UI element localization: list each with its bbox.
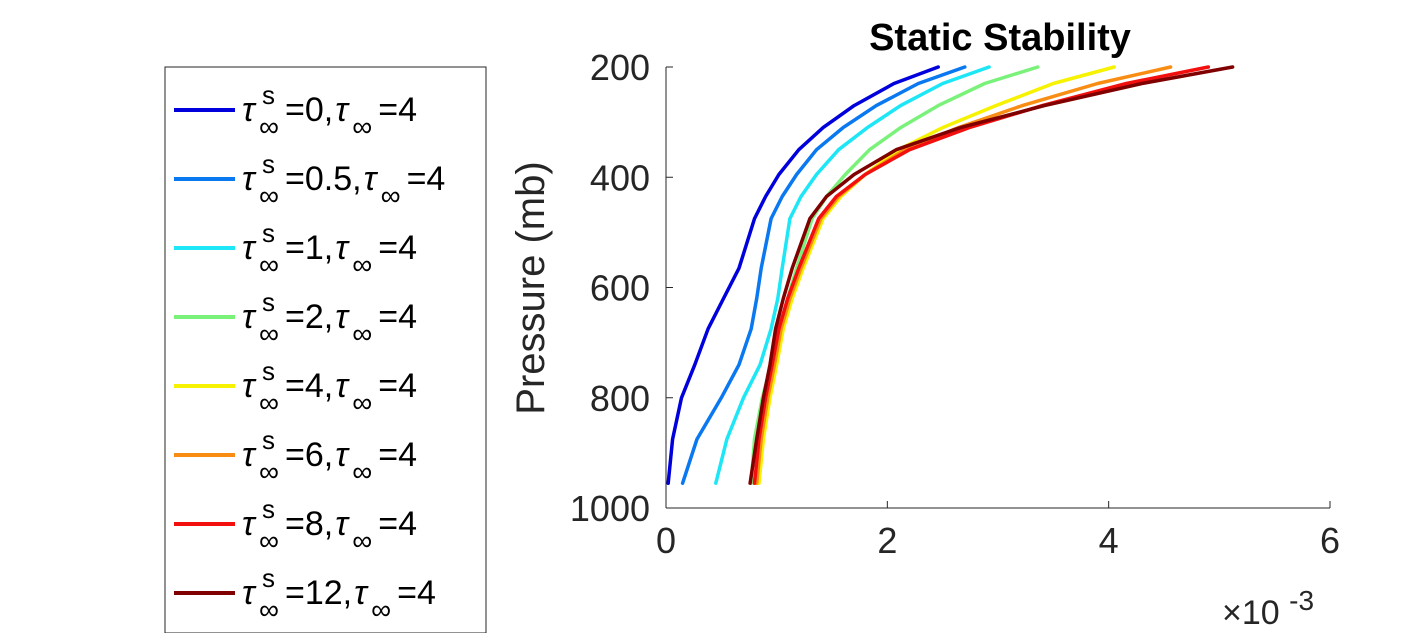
legend-sup: s <box>262 149 275 179</box>
series-layer <box>666 65 1235 485</box>
series-line-1 <box>680 65 967 485</box>
legend-value: =4 <box>378 91 417 129</box>
legend-tau: τ <box>335 298 350 336</box>
legend-tau: τ <box>242 436 257 474</box>
legend-sub: ∞ <box>259 111 279 142</box>
legend-sup: s <box>262 563 275 593</box>
series-line-2 <box>714 65 991 485</box>
legend-tau: τ <box>242 505 257 543</box>
legend-value: =0.5, <box>285 160 362 198</box>
legend-value: =4 <box>378 505 417 543</box>
y-axis-label: Pressure (mb) <box>509 161 553 414</box>
plot-area: 0 2 4 6 200 400 600 800 1000 <box>570 47 1340 561</box>
legend-value: =6, <box>285 436 333 474</box>
legend-value: =4 <box>378 229 417 267</box>
legend-sub: ∞ <box>259 318 279 349</box>
legend-tau: τ <box>364 160 379 198</box>
series-line-7 <box>748 65 1235 485</box>
legend-sub: ∞ <box>259 249 279 280</box>
legend-sub: ∞ <box>352 387 372 418</box>
legend-sub: ∞ <box>259 387 279 418</box>
y-tick-label: 800 <box>590 378 650 419</box>
legend-sup: s <box>262 218 275 248</box>
legend-value: =4 <box>397 574 436 612</box>
legend-sub: ∞ <box>352 456 372 487</box>
legend-value: =8, <box>285 505 333 543</box>
legend-item: τ s∞ =0, τ ∞ =4 <box>174 80 417 142</box>
x-tick-label: 0 <box>656 520 676 561</box>
legend-tau: τ <box>242 574 257 612</box>
legend: τ s∞ =0, τ ∞ =4τ s∞ =0.5, τ ∞ =4τ s∞ =1, τ ∞ =4τ s∞ =2… <box>164 66 487 634</box>
legend-item: τ s∞ =0.5, τ ∞ =4 <box>174 149 445 211</box>
legend-tau: τ <box>354 574 369 612</box>
legend-sub: ∞ <box>352 111 372 142</box>
legend-value: =12, <box>285 574 352 612</box>
legend-tau: τ <box>242 298 257 336</box>
x-multiplier: ×10 -3 <box>1222 585 1314 632</box>
legend-tau: τ <box>335 505 350 543</box>
legend-value: =4 <box>378 436 417 474</box>
legend-value: =1, <box>285 229 333 267</box>
series-line-0 <box>666 65 940 485</box>
legend-tau: τ <box>335 91 350 129</box>
legend-sup: s <box>262 494 275 524</box>
legend-tau: τ <box>335 367 350 405</box>
legend-value: =2, <box>285 298 333 336</box>
legend-tau: τ <box>335 229 350 267</box>
legend-sub: ∞ <box>259 456 279 487</box>
legend-tau: τ <box>242 367 257 405</box>
y-tick-label: 600 <box>590 268 650 309</box>
legend-value: =4 <box>378 367 417 405</box>
legend-value: =4, <box>285 367 333 405</box>
y-ticks: 200 400 600 800 1000 <box>570 47 673 529</box>
legend-sup: s <box>262 287 275 317</box>
legend-tau: τ <box>335 436 350 474</box>
legend-sub: ∞ <box>352 318 372 349</box>
legend-item: τ s∞ =6, τ ∞ =4 <box>174 425 417 487</box>
legend-tau: τ <box>242 91 257 129</box>
y-tick-label: 400 <box>590 157 650 198</box>
x-tick-label: 4 <box>1099 520 1119 561</box>
legend-value: =4 <box>407 160 446 198</box>
legend-sub: ∞ <box>352 249 372 280</box>
legend-sub: ∞ <box>352 525 372 556</box>
y-tick-label: 200 <box>590 47 650 88</box>
chart-title: Static Stability <box>869 17 1131 59</box>
legend-item: τ s∞ =12, τ ∞ =4 <box>174 563 436 625</box>
y-tick-label: 1000 <box>570 488 650 529</box>
legend-sup: s <box>262 356 275 386</box>
x-multiplier-base: ×10 <box>1222 594 1280 632</box>
x-multiplier-exponent: -3 <box>1289 585 1314 616</box>
legend-items: τ s∞ =0, τ ∞ =4τ s∞ =0.5, τ ∞ =4τ s∞ =1, τ ∞ =4τ s∞ =2… <box>174 80 445 625</box>
legend-item: τ s∞ =8, τ ∞ =4 <box>174 494 417 556</box>
x-ticks: 0 2 4 6 <box>656 501 1340 561</box>
legend-box <box>164 66 487 634</box>
legend-tau: τ <box>242 229 257 267</box>
legend-sub: ∞ <box>371 594 391 625</box>
legend-sub: ∞ <box>381 180 401 211</box>
legend-item: τ s∞ =2, τ ∞ =4 <box>174 287 417 349</box>
legend-value: =0, <box>285 91 333 129</box>
legend-sup: s <box>262 425 275 455</box>
x-tick-label: 6 <box>1320 520 1340 561</box>
legend-tau: τ <box>242 160 257 198</box>
legend-value: =4 <box>378 298 417 336</box>
legend-sub: ∞ <box>259 594 279 625</box>
legend-item: τ s∞ =1, τ ∞ =4 <box>174 218 417 280</box>
legend-sup: s <box>262 80 275 110</box>
x-tick-label: 2 <box>877 520 897 561</box>
legend-sub: ∞ <box>259 525 279 556</box>
legend-sub: ∞ <box>259 180 279 211</box>
legend-item: τ s∞ =4, τ ∞ =4 <box>174 356 417 418</box>
